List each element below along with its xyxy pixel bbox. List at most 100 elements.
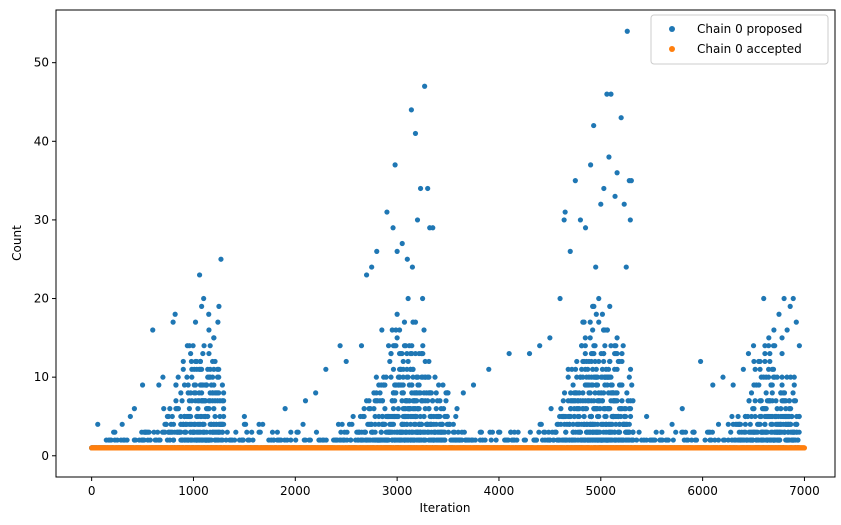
proposed-point (379, 413, 386, 420)
proposed-point (779, 335, 785, 341)
proposed-point (616, 421, 623, 427)
proposed-point (761, 295, 767, 302)
plot-area-frame (55, 9, 836, 478)
proposed-point (363, 272, 370, 278)
proposed-point (362, 429, 368, 435)
proposed-point (689, 437, 695, 443)
proposed-point (166, 413, 172, 420)
proposed-point (787, 303, 793, 309)
proposed-point (206, 327, 212, 333)
proposed-point (776, 311, 782, 317)
proposed-point (742, 421, 748, 427)
proposed-point (131, 406, 138, 412)
proposed-point (587, 319, 593, 325)
proposed-point (769, 421, 775, 427)
proposed-point (385, 343, 392, 349)
proposed-point (745, 413, 751, 420)
proposed-point (729, 413, 735, 420)
proposed-point (588, 162, 594, 168)
proposed-point (581, 413, 587, 420)
proposed-point (212, 358, 218, 365)
proposed-point (178, 390, 184, 396)
proposed-point (767, 350, 773, 357)
x-tick-label: 3000 (382, 484, 413, 498)
proposed-point (627, 217, 633, 223)
proposed-point (582, 350, 588, 357)
proposed-point (629, 382, 635, 388)
proposed-point (453, 413, 459, 420)
proposed-point (218, 256, 224, 262)
proposed-point (216, 374, 222, 380)
proposed-point (163, 421, 169, 427)
proposed-point (412, 421, 419, 427)
proposed-point (454, 406, 460, 412)
proposed-point (566, 421, 573, 427)
proposed-point (461, 429, 467, 435)
proposed-point (715, 437, 722, 443)
proposed-point (389, 327, 395, 333)
proposed-point (249, 429, 255, 435)
proposed-point (201, 421, 207, 427)
proposed-point (403, 343, 409, 349)
proposed-point (436, 382, 442, 388)
proposed-point (755, 429, 761, 435)
proposed-point (576, 406, 582, 412)
proposed-point (313, 390, 319, 396)
proposed-point (590, 366, 596, 372)
proposed-point (576, 390, 582, 396)
proposed-point (404, 421, 410, 427)
proposed-point (779, 350, 785, 357)
proposed-point (437, 413, 443, 420)
proposed-point (790, 295, 796, 302)
proposed-point (772, 343, 778, 349)
proposed-point (376, 413, 382, 420)
proposed-point (587, 335, 593, 341)
proposed-point (240, 437, 246, 443)
proposed-point (757, 366, 763, 372)
proposed-point (416, 382, 422, 388)
proposed-point (348, 437, 354, 443)
proposed-point (627, 366, 634, 372)
proposed-point (537, 343, 543, 349)
proposed-point (746, 398, 752, 404)
y-tick-label: 30 (34, 213, 49, 227)
proposed-point (459, 437, 465, 443)
proposed-point (221, 398, 227, 404)
legend-label-accepted: Chain 0 accepted (697, 42, 802, 56)
proposed-point (155, 429, 161, 435)
proposed-point (752, 413, 758, 420)
proposed-point (783, 398, 789, 404)
proposed-point (295, 429, 301, 435)
proposed-point (437, 398, 443, 404)
proposed-point (199, 390, 205, 396)
proposed-point (569, 366, 575, 372)
proposed-point (274, 429, 280, 435)
proposed-point (376, 421, 382, 427)
proposed-point (618, 413, 624, 420)
proposed-point (577, 217, 584, 223)
proposed-point (178, 413, 184, 420)
proposed-point (313, 429, 320, 435)
proposed-point (323, 366, 329, 372)
proposed-point (211, 406, 217, 412)
proposed-point (634, 437, 640, 443)
proposed-point (670, 437, 676, 443)
proposed-point (735, 413, 741, 420)
proposed-point (344, 429, 350, 435)
proposed-point (548, 406, 554, 412)
proposed-point (567, 248, 573, 254)
proposed-point (472, 437, 478, 443)
proposed-point (350, 413, 356, 420)
proposed-point (750, 437, 756, 443)
proposed-point (372, 413, 378, 420)
proposed-point (200, 350, 206, 357)
proposed-point (574, 374, 580, 380)
proposed-point (557, 295, 563, 302)
proposed-point (378, 429, 384, 435)
proposed-point (620, 343, 626, 349)
proposed-point (608, 91, 614, 97)
proposed-point (542, 429, 548, 435)
proposed-point (399, 398, 405, 404)
proposed-point (400, 358, 406, 365)
proposed-point (401, 319, 408, 325)
